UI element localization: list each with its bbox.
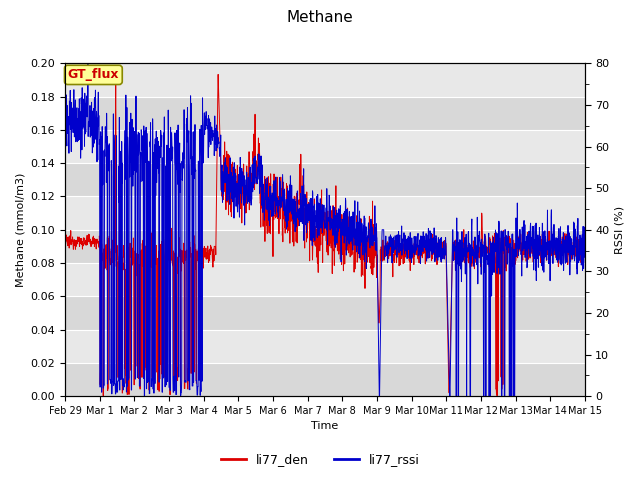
Y-axis label: Methane (mmol/m3): Methane (mmol/m3) — [15, 173, 25, 287]
Y-axis label: RSSI (%): RSSI (%) — [615, 206, 625, 254]
Bar — [65, 363, 585, 396]
Text: GT_flux: GT_flux — [68, 68, 119, 82]
Bar — [65, 230, 585, 263]
X-axis label: Time: Time — [311, 421, 339, 432]
Bar — [65, 163, 585, 196]
Text: Methane: Methane — [287, 10, 353, 24]
Bar — [65, 296, 585, 330]
Bar — [65, 96, 585, 130]
Legend: li77_den, li77_rssi: li77_den, li77_rssi — [216, 448, 424, 471]
